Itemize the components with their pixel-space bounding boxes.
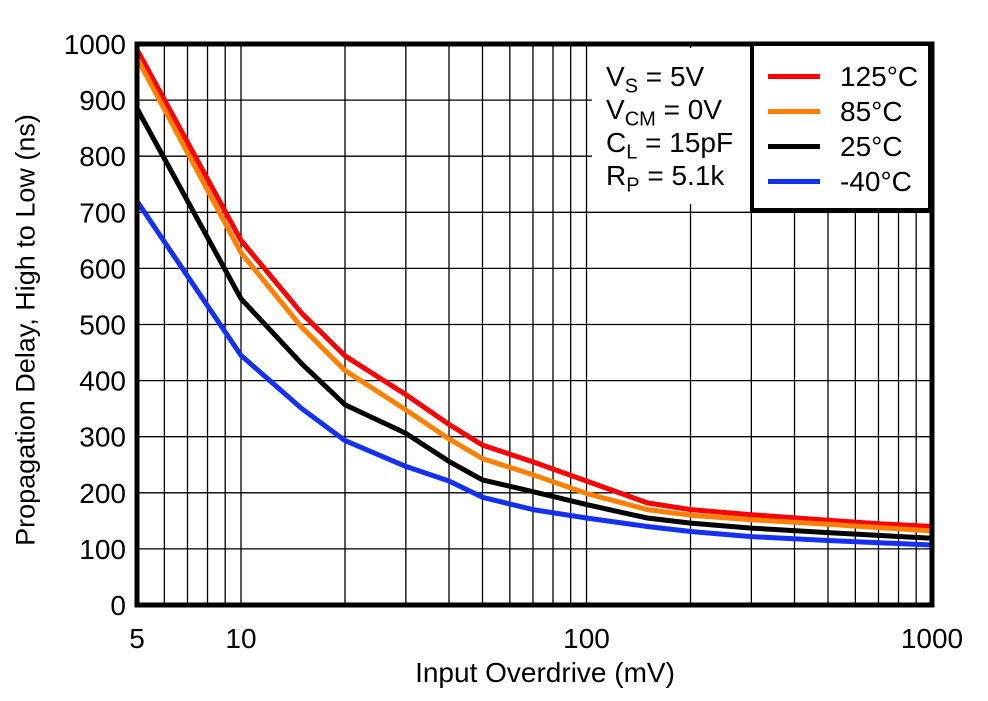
legend-item: 125°C xyxy=(754,59,928,94)
series-line-25c xyxy=(134,107,933,541)
y-tick-label: 700 xyxy=(79,197,126,228)
conditions-box: VS = 5V VCM = 0V CL = 15pF RP = 5.1k xyxy=(592,48,750,204)
y-tick-label: 0 xyxy=(110,590,126,621)
condition-cl: CL = 15pF xyxy=(606,127,734,164)
x-tick-label: 5 xyxy=(129,623,145,654)
series-lines xyxy=(134,48,933,548)
x-tick-label: 100 xyxy=(563,623,610,654)
y-tick-label: 800 xyxy=(79,141,126,172)
x-tick-label: 1000 xyxy=(901,623,963,654)
x-tick-label: 10 xyxy=(225,623,256,654)
series-line-40c xyxy=(134,199,933,548)
plot-frame xyxy=(134,41,935,608)
y-tick-label: 1000 xyxy=(64,29,126,60)
legend-item: 85°C xyxy=(754,94,928,129)
legend-label: 25°C xyxy=(840,130,903,162)
legend-swatch-85c xyxy=(768,109,820,114)
series-line-125c xyxy=(134,48,933,529)
legend-label: -40°C xyxy=(840,165,912,197)
legend-item: -40°C xyxy=(754,164,928,199)
y-tick-label: 500 xyxy=(79,310,126,341)
legend-label: 85°C xyxy=(840,95,903,127)
y-tick-label: 900 xyxy=(79,85,126,116)
plot-border xyxy=(134,41,935,608)
y-tick-label: 400 xyxy=(79,366,126,397)
x-axis-title: Input Overdrive (mV) xyxy=(415,657,675,688)
y-axis-title: Propagation Delay, High to Low (ns) xyxy=(10,114,41,546)
gridlines xyxy=(137,44,932,605)
y-tick-label: 600 xyxy=(79,253,126,284)
condition-vs: VS = 5V xyxy=(606,61,705,98)
legend-item: 25°C xyxy=(754,129,928,164)
condition-rp: RP = 5.1k xyxy=(606,160,725,197)
legend-swatch-125c xyxy=(768,74,820,79)
y-tick-labels: 0 100 200 300 400 500 600 700 800 900 1000 xyxy=(64,29,126,621)
y-tick-label: 300 xyxy=(79,422,126,453)
x-tick-labels: 5 10 100 1000 xyxy=(129,623,963,654)
y-tick-label: 200 xyxy=(79,478,126,509)
series-line-85c xyxy=(134,56,933,534)
legend-swatch-minus40c xyxy=(768,179,820,184)
legend-label: 125°C xyxy=(840,60,919,92)
legend: 125°C 85°C 25°C -40°C xyxy=(750,42,932,212)
y-tick-label: 100 xyxy=(79,534,126,565)
legend-swatch-25c xyxy=(768,144,820,149)
condition-vcm: VCM = 0V xyxy=(606,94,722,131)
